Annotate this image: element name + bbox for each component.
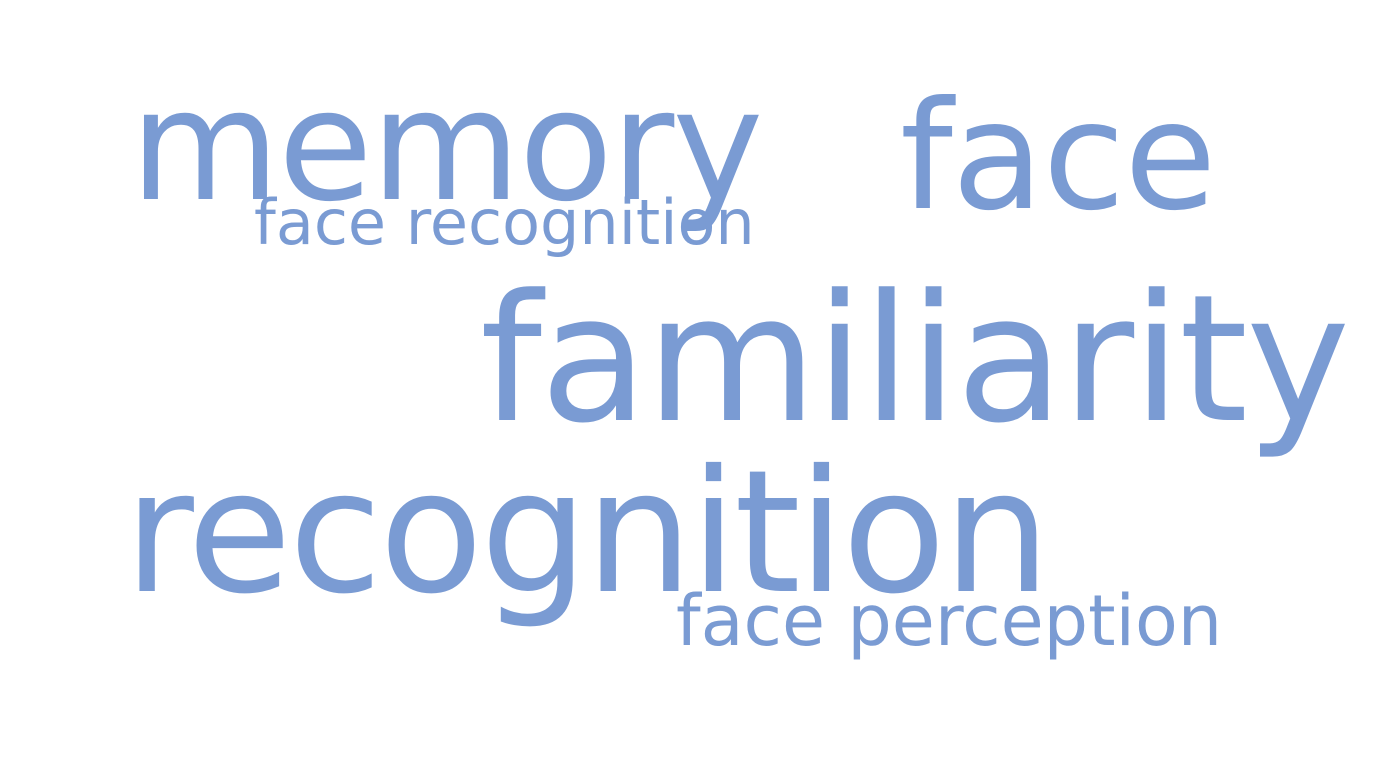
word-face-perception: face perception	[676, 580, 1223, 662]
word-memory: memory	[130, 57, 763, 236]
word-face-recognition: face recognition	[254, 186, 755, 259]
word-recognition: recognition	[124, 434, 1051, 632]
word-familiarity: familiarity	[480, 257, 1350, 462]
word-face: face	[900, 70, 1216, 244]
